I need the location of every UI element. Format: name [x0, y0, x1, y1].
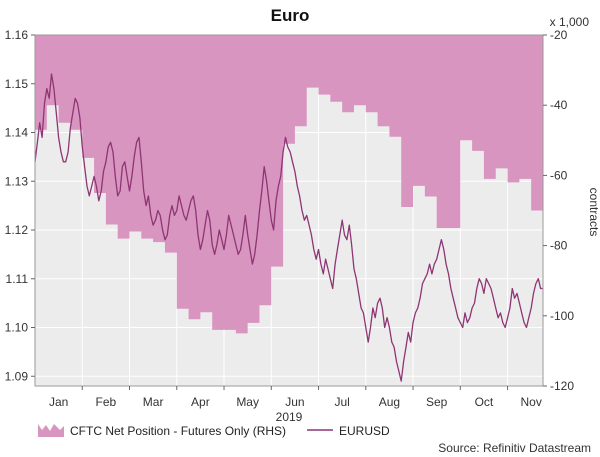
- x-axis-month-label: Jan: [49, 395, 68, 409]
- x-axis-year-label: 2019: [276, 410, 303, 424]
- x-axis-month-label: Mar: [143, 395, 164, 409]
- x-axis-month-label: Aug: [379, 395, 400, 409]
- right-axis-label: -60: [550, 168, 568, 182]
- left-axis-label: 1.16: [5, 28, 29, 42]
- eurusd-line: [34, 73, 543, 382]
- x-axis-month-label: Sep: [426, 395, 448, 409]
- plot-frame: [34, 34, 544, 387]
- right-axis-label: -120: [550, 379, 574, 393]
- right-axis-title: contracts: [587, 188, 600, 237]
- x-axis-month-label: Oct: [475, 395, 494, 409]
- x-axis-month-label: Apr: [191, 395, 210, 409]
- cftc-net-position-area: [35, 35, 543, 334]
- source-note: Source: Refinitiv Datastream: [438, 441, 591, 455]
- x-axis-month-label: Feb: [96, 395, 117, 409]
- chart-title: Euro: [271, 6, 310, 25]
- left-axis-label: 1.09: [5, 369, 29, 383]
- left-axis-label: 1.10: [5, 321, 29, 335]
- x-axis-month-label: Nov: [521, 395, 542, 409]
- left-axis-label: 1.12: [5, 223, 29, 237]
- legend-line-label: EURUSD: [339, 424, 390, 438]
- legend-area-label: CFTC Net Position - Futures Only (RHS): [70, 424, 286, 438]
- left-axis-label: 1.13: [5, 174, 29, 188]
- left-axis-label: 1.11: [6, 272, 29, 286]
- right-axis-label: -20: [550, 28, 568, 42]
- legend-area-swatch: [38, 424, 64, 437]
- x-axis-month-label: Jun: [285, 395, 304, 409]
- x-axis-month-label: Jul: [334, 395, 349, 409]
- right-axis-label: -40: [550, 98, 568, 112]
- right-axis-unit: x 1,000: [550, 15, 590, 29]
- right-axis-label: -100: [550, 309, 574, 323]
- left-axis-label: 1.14: [5, 126, 29, 140]
- right-axis-label: -80: [550, 239, 568, 253]
- left-axis-label: 1.15: [5, 77, 29, 91]
- x-axis-month-label: May: [236, 395, 259, 409]
